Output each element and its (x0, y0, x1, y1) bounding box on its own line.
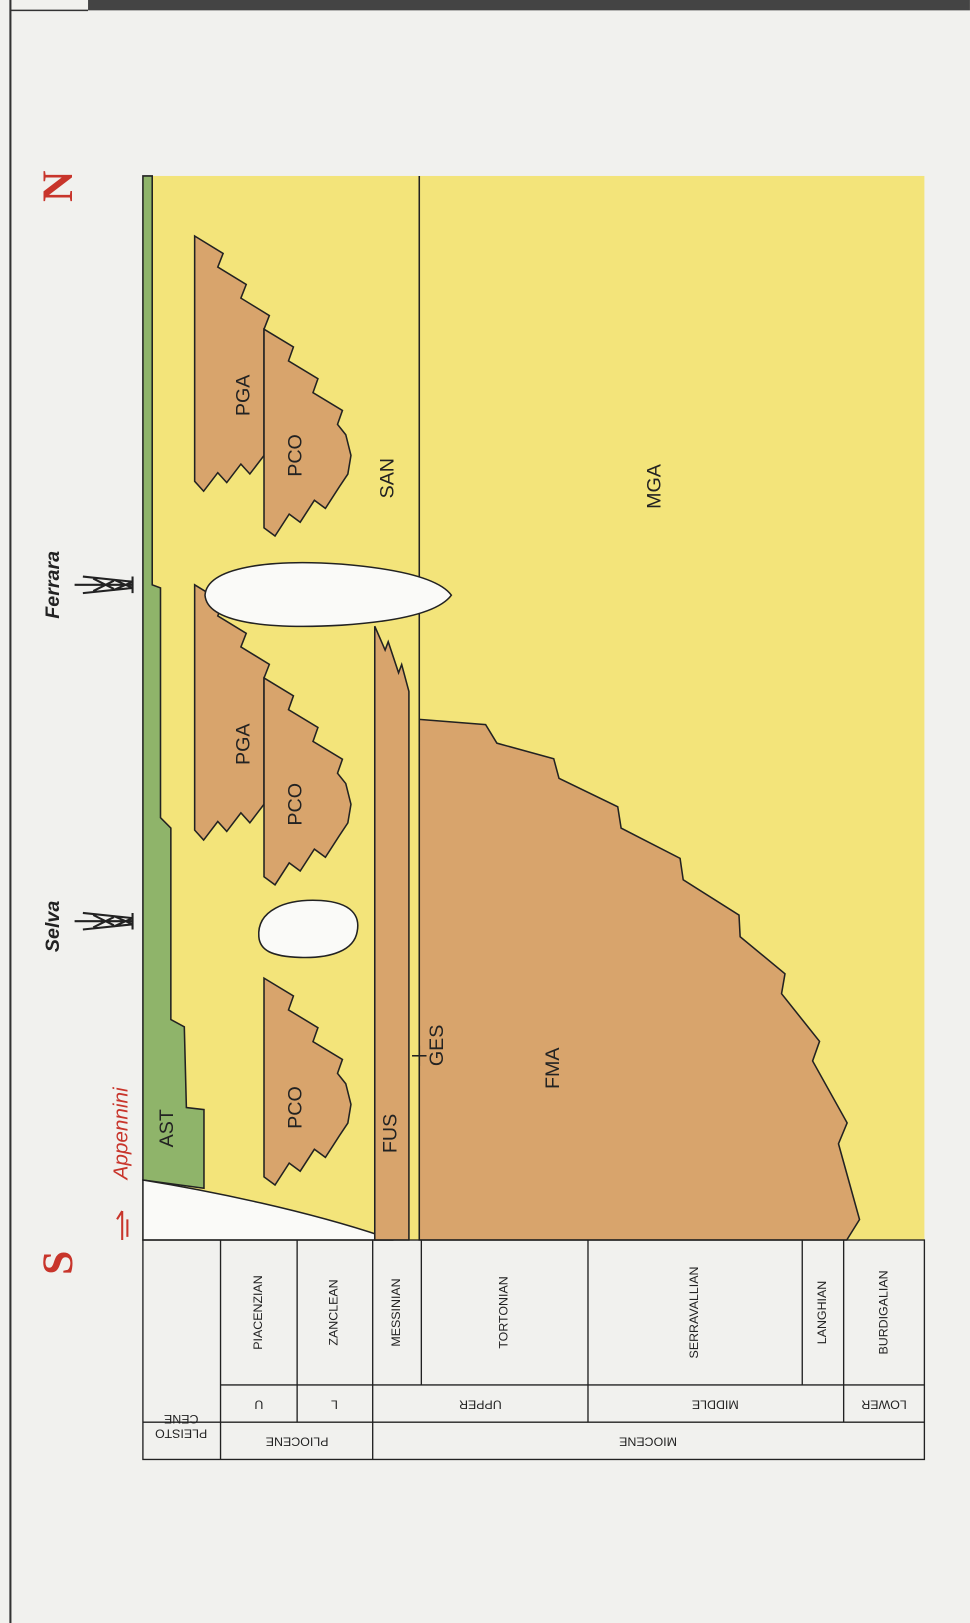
stage-label: ZANCLEAN (327, 1279, 341, 1345)
stage-label: MESSINIAN (389, 1278, 403, 1346)
unit-label: SAN (376, 458, 398, 498)
unit-label: AST (156, 1109, 178, 1147)
subseries-label: UPPER (459, 1397, 502, 1411)
unit-label: MGA (643, 463, 665, 509)
page: {"header": {"south": "S", "north": "N", … (0, 0, 970, 1623)
unit-label: GES (426, 1025, 448, 1067)
subseries-label: U (254, 1397, 263, 1411)
direction-label: Appennini (110, 1086, 133, 1181)
subseries-label: MIDDLE (692, 1397, 739, 1411)
unit-label: PGA (233, 374, 255, 416)
unit-label: PGA (233, 723, 255, 765)
north-label: N (34, 171, 82, 202)
stage-label: PIACENZIAN (251, 1275, 265, 1349)
series-label: PLIOCENE (266, 1435, 329, 1449)
unit-label: FUS (380, 1114, 402, 1153)
top-bar (88, 0, 970, 10)
gas-blob (259, 900, 358, 957)
unit-label: PCO (284, 434, 306, 477)
section (143, 176, 924, 1240)
subseries-label: L (331, 1397, 338, 1411)
well-label: Ferrara (42, 551, 64, 619)
well-label: Selva (42, 901, 64, 952)
unit-label: PCO (284, 1086, 306, 1129)
stage-label: LANGHIAN (815, 1281, 829, 1344)
unit-label: PCO (284, 783, 306, 826)
stage-label: TORTONIAN (496, 1276, 510, 1348)
stage-label: BURDIGALIAN (876, 1270, 890, 1354)
south-label: S (34, 1251, 82, 1275)
diagram: N S Appennini Selva Ferrara AST PGA PCO … (0, 0, 970, 1623)
series-label: MIOCENE (619, 1435, 677, 1449)
subseries-label: LOWER (861, 1397, 907, 1411)
series-label: CENE (164, 1412, 198, 1426)
series-label: PLEISTO (155, 1426, 208, 1440)
unit-label: FMA (542, 1047, 564, 1089)
stage-label: SERRAVALLIAN (687, 1267, 701, 1359)
